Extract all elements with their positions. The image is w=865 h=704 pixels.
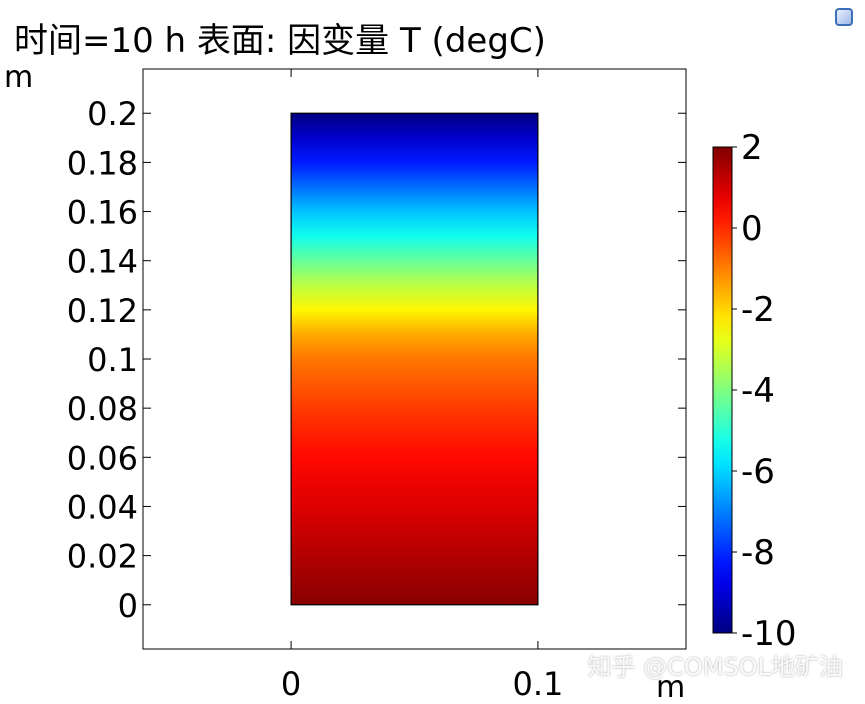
colorbar-ticks: 2 0 -2 -4 -6 -8 -10: [732, 128, 797, 654]
y-tick-label: 0.04: [67, 488, 138, 526]
x-ticks: 0 0.1: [281, 69, 563, 703]
y-tick-label: 0.06: [67, 439, 138, 477]
temperature-field: [290, 112, 539, 606]
y-tick-label: 0.1: [87, 341, 138, 379]
y-tick-label: 0.14: [67, 243, 138, 281]
y-tick-label: 0.08: [67, 390, 138, 428]
x-tick-label: 0: [281, 665, 301, 703]
x-tick-label: 0.1: [512, 665, 563, 703]
colorbar-tick-label: -4: [741, 371, 775, 411]
chart-title: 时间=10 h 表面: 因变量 T (degC): [14, 21, 546, 61]
y-ticks: 0 0.02 0.04 0.06 0.08 0.1 0.12 0.14 0.16 0.18 0.2: [67, 95, 686, 625]
y-tick-label: 0: [118, 587, 138, 625]
y-tick-label: 0.12: [67, 292, 138, 330]
x-axis-label: m: [656, 670, 685, 704]
y-tick-label: 0.16: [67, 194, 138, 232]
colorbar-tick-label: -6: [741, 452, 775, 492]
colorbar-tick-label: -10: [741, 614, 797, 654]
colorbar-tick-label: 2: [741, 128, 763, 168]
colorbar-tick-label: -8: [741, 533, 775, 573]
y-tick-label: 0.18: [67, 144, 138, 182]
watermark: 知乎 @COMSOL地矿油: [587, 653, 843, 681]
app-icon[interactable]: [835, 8, 853, 26]
y-axis-label: m: [4, 60, 33, 95]
y-tick-label: 0.2: [87, 95, 138, 133]
colorbar-tick-label: 0: [741, 209, 763, 249]
y-tick-label: 0.02: [67, 538, 138, 576]
colorbar-tick-label: -2: [741, 290, 775, 330]
colorbar: [712, 146, 733, 634]
